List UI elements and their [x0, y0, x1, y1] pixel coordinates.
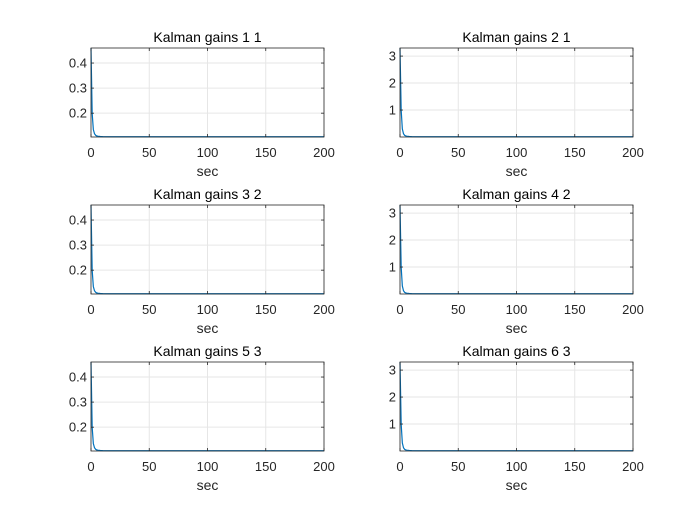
x-tick-label: 150 — [564, 145, 586, 160]
subplot-title: Kalman gains 3 2 — [153, 186, 261, 202]
y-tick-label: 0.4 — [69, 370, 87, 385]
y-tick-label: 0.2 — [69, 263, 87, 278]
x-tick-label: 200 — [622, 145, 644, 160]
x-tick-label: 0 — [396, 145, 403, 160]
y-tick-label: 0.3 — [69, 395, 87, 410]
x-tick-label: 0 — [396, 302, 403, 317]
x-tick-label: 0 — [87, 145, 94, 160]
x-tick-label: 50 — [451, 145, 465, 160]
subplot-title: Kalman gains 1 1 — [153, 29, 261, 45]
x-axis-label: sec — [506, 320, 528, 336]
y-tick-label: 3 — [389, 363, 396, 378]
x-axis-label: sec — [506, 163, 528, 179]
subplot-3: 0 50 100 150 200 0.2 0.3 0.4 Kalman gains 3 2 sec — [69, 186, 335, 336]
y-tick-label: 2 — [389, 76, 396, 91]
subplot-5: 0 50 100 150 200 0.2 0.3 0.4 Kalman gains 5 3 sec — [69, 343, 335, 493]
x-tick-label: 100 — [506, 459, 528, 474]
subplot-6: 0 50 100 150 200 1 2 3 Kalman gains 6 3 sec — [389, 343, 644, 493]
x-tick-label: 150 — [255, 302, 277, 317]
x-tick-label: 0 — [87, 302, 94, 317]
x-tick-label: 200 — [313, 145, 335, 160]
x-tick-label: 200 — [313, 302, 335, 317]
x-tick-label: 100 — [506, 145, 528, 160]
x-tick-label: 100 — [197, 459, 219, 474]
y-tick-label: 0.2 — [69, 420, 87, 435]
subplot-1: 0 50 100 150 200 0.2 0.3 0.4 Kalman gains 1 1 sec — [69, 29, 335, 179]
x-tick-label: 50 — [451, 302, 465, 317]
x-tick-label: 200 — [313, 459, 335, 474]
y-tick-label: 2 — [389, 390, 396, 405]
y-tick-label: 1 — [389, 260, 396, 275]
y-tick-label: 0.3 — [69, 238, 87, 253]
subplot-4: 0 50 100 150 200 1 2 3 Kalman gains 4 2 sec — [389, 186, 644, 336]
subplot-title: Kalman gains 5 3 — [153, 343, 261, 359]
x-axis-label: sec — [506, 477, 528, 493]
x-axis-label: sec — [197, 163, 219, 179]
x-tick-label: 150 — [564, 302, 586, 317]
subplot-2: 0 50 100 150 200 1 2 3 Kalman gains 2 1 sec — [389, 29, 644, 179]
y-tick-label: 0.4 — [69, 213, 87, 228]
x-tick-label: 150 — [255, 145, 277, 160]
y-tick-label: 1 — [389, 417, 396, 432]
x-tick-label: 50 — [142, 145, 156, 160]
subplot-title: Kalman gains 6 3 — [462, 343, 570, 359]
x-tick-label: 50 — [142, 459, 156, 474]
x-tick-label: 0 — [87, 459, 94, 474]
x-tick-label: 100 — [197, 302, 219, 317]
x-tick-label: 0 — [396, 459, 403, 474]
x-tick-label: 50 — [142, 302, 156, 317]
y-tick-label: 2 — [389, 233, 396, 248]
y-tick-label: 3 — [389, 206, 396, 221]
x-tick-label: 100 — [197, 145, 219, 160]
x-tick-label: 50 — [451, 459, 465, 474]
y-tick-label: 1 — [389, 103, 396, 118]
y-tick-label: 0.2 — [69, 106, 87, 121]
y-tick-label: 3 — [389, 49, 396, 64]
subplot-title: Kalman gains 2 1 — [462, 29, 570, 45]
y-tick-label: 0.4 — [69, 56, 87, 71]
subplot-title: Kalman gains 4 2 — [462, 186, 570, 202]
x-tick-label: 150 — [255, 459, 277, 474]
x-axis-label: sec — [197, 320, 219, 336]
x-axis-label: sec — [197, 477, 219, 493]
x-tick-label: 100 — [506, 302, 528, 317]
x-tick-label: 200 — [622, 302, 644, 317]
x-tick-label: 200 — [622, 459, 644, 474]
y-tick-label: 0.3 — [69, 81, 87, 96]
x-tick-label: 150 — [564, 459, 586, 474]
